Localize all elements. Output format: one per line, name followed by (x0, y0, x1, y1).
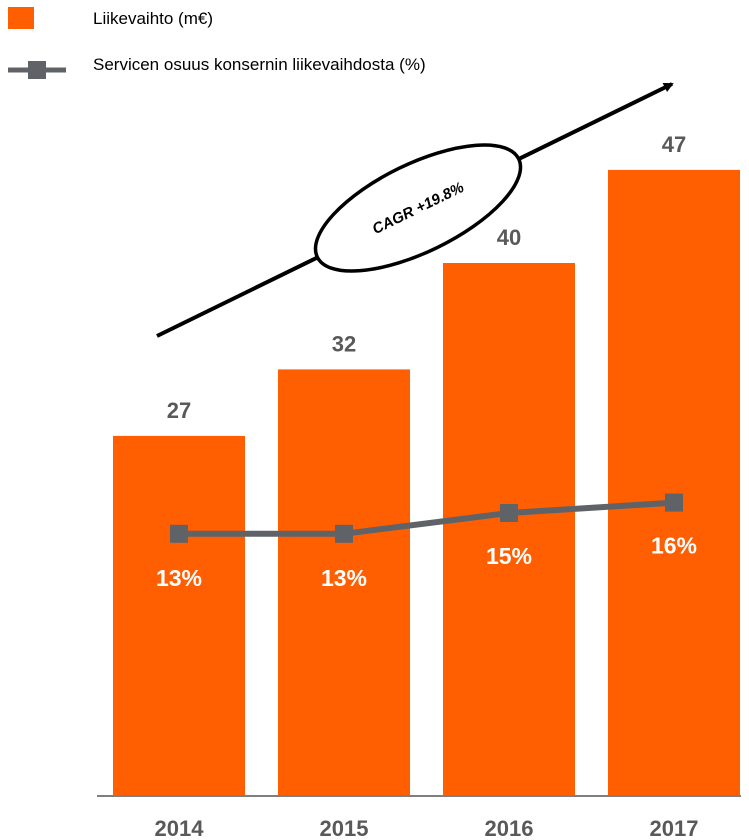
share-line-layer (170, 493, 683, 543)
cagr-annotation: CAGR +19.8% (156, 82, 674, 338)
share-label-2017: 16% (651, 533, 697, 559)
bar-value-label-2016: 40 (497, 225, 521, 250)
x-tick-label-2016: 2016 (485, 816, 534, 840)
x-tick-label-2017: 2017 (650, 816, 699, 840)
share-label-2016: 15% (486, 543, 532, 569)
bar-2014 (113, 435, 245, 795)
bar-2015 (278, 369, 410, 795)
x-tick-label-2014: 2014 (155, 816, 205, 840)
cagr-ellipse (313, 143, 523, 273)
legend-line-marker (28, 61, 46, 79)
share-point-2014 (170, 524, 188, 543)
x-axis-ticks: 2014 2015 2016 2017 (155, 816, 699, 840)
bar-value-label-2015: 32 (332, 331, 356, 356)
bar-2016 (443, 263, 575, 795)
share-line (179, 499, 675, 537)
share-label-2015: 13% (321, 565, 367, 591)
legend-bar-label: Liikevaihto (m€) (93, 9, 213, 28)
labels-layer: 27 32 40 47 13% 13% 15% 16% (156, 132, 697, 591)
legend-bar-swatch (8, 7, 34, 29)
share-label-2014: 13% (156, 565, 202, 591)
share-point-2016 (500, 504, 518, 522)
bar-2017 (608, 169, 740, 795)
bars-layer (113, 169, 740, 795)
legend-line-label: Servicen osuus konsernin liikevaihdosta … (93, 55, 426, 74)
bar-value-label-2014: 27 (167, 398, 191, 423)
x-tick-label-2015: 2015 (320, 816, 369, 840)
share-point-2015 (335, 524, 353, 543)
legend: Liikevaihto (m€) Servicen osuus konserni… (8, 7, 426, 79)
share-point-2017 (665, 493, 683, 512)
bar-value-label-2017: 47 (662, 132, 686, 157)
